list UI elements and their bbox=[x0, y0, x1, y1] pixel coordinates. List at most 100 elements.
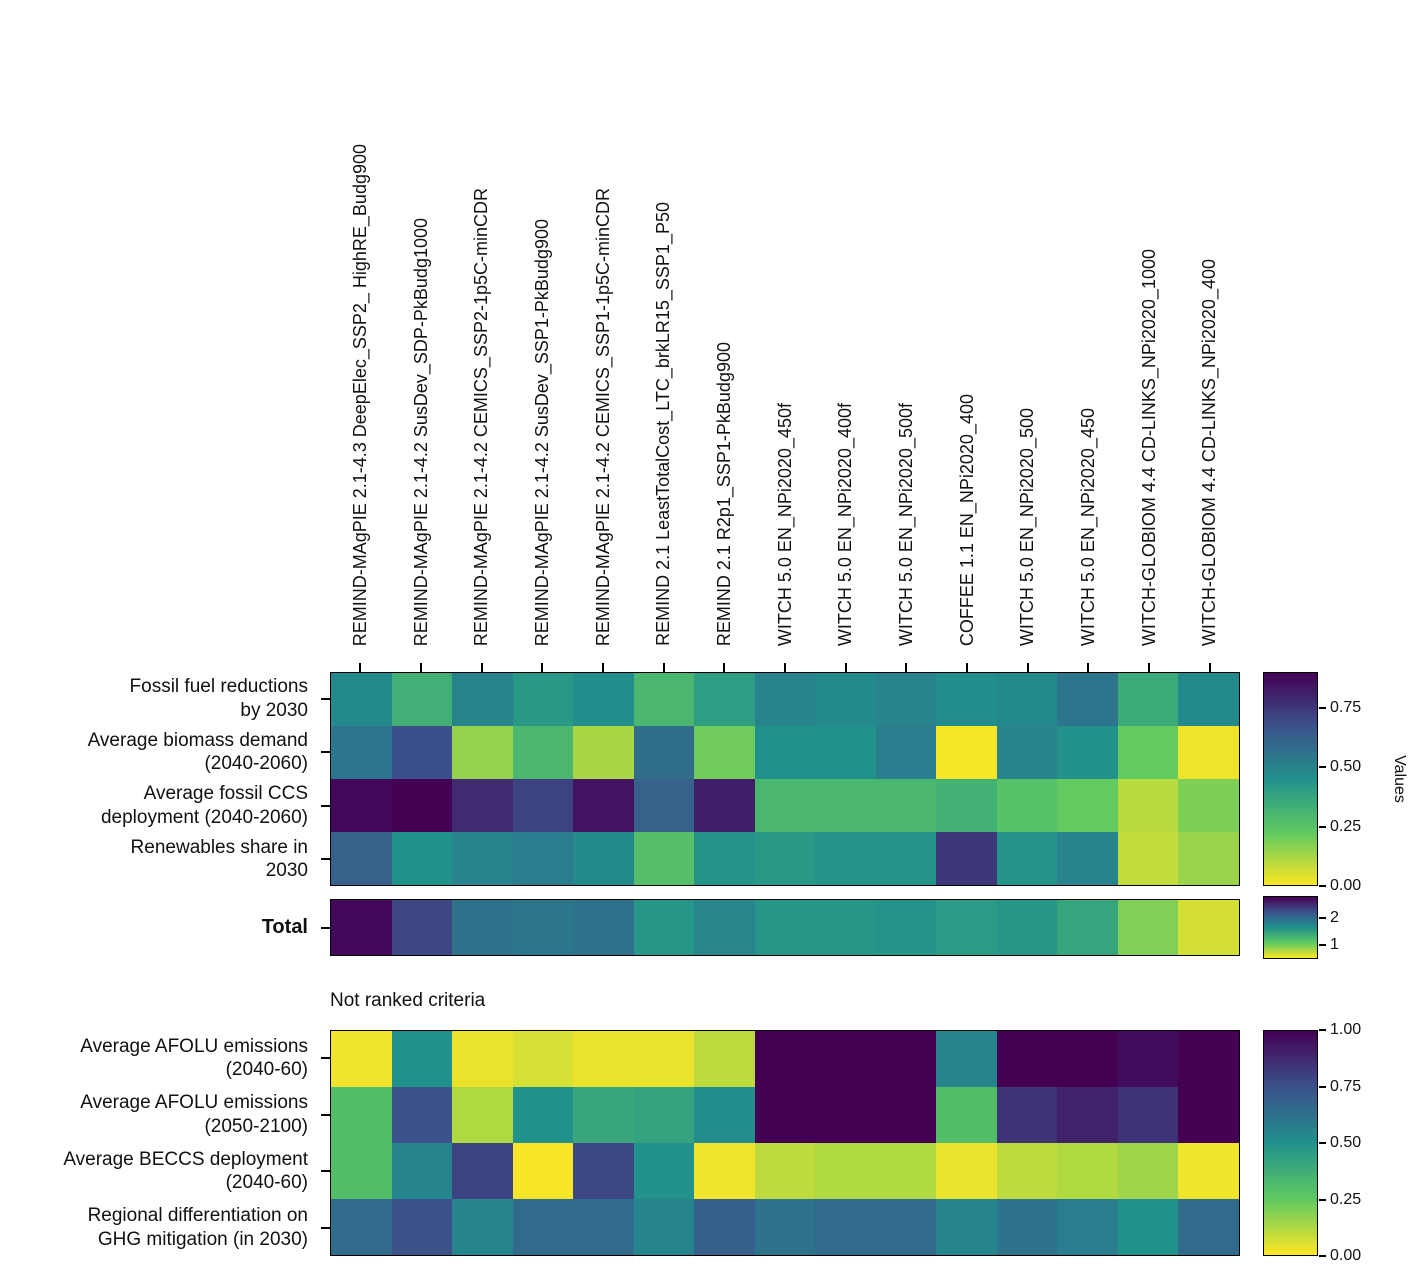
heatmap-panel-ranked bbox=[330, 672, 1240, 886]
row-tick bbox=[321, 697, 330, 700]
row-tick bbox=[321, 751, 330, 754]
heatmap-cell bbox=[694, 726, 755, 779]
heatmap-cell bbox=[815, 779, 876, 832]
heatmap-cell bbox=[633, 1031, 695, 1087]
heatmap-cell bbox=[573, 1143, 634, 1199]
column-label: REMIND 2.1 R2p1_SSP1-PkBudg900 bbox=[713, 341, 734, 646]
heatmap-panel-not_ranked bbox=[330, 1030, 1240, 1256]
colorbar-tick-label: 1 bbox=[1330, 936, 1339, 954]
heatmap-cell bbox=[875, 779, 937, 832]
heatmap-cell bbox=[875, 1031, 937, 1087]
heatmap-cell bbox=[936, 1087, 997, 1143]
heatmap-cell bbox=[1117, 832, 1179, 885]
heatmap-cell bbox=[331, 1199, 392, 1255]
heatmap-cell bbox=[1057, 900, 1118, 955]
column-label: REMIND 2.1 LeastTotalCost_LTC_brkLR15_SS… bbox=[653, 202, 674, 646]
heatmap-row bbox=[331, 900, 1239, 955]
heatmap-cell bbox=[512, 779, 574, 832]
column-slot: WITCH-GLOBIOM 4.4 CD-LINKS_NPi2020_400 bbox=[1179, 0, 1240, 660]
heatmap-cell bbox=[512, 1087, 574, 1143]
column-tick bbox=[1026, 663, 1029, 672]
heatmap-cell bbox=[815, 900, 876, 955]
heatmap-cell bbox=[1178, 1143, 1239, 1199]
heatmap-cell bbox=[512, 1199, 574, 1255]
colorbar-tick bbox=[1319, 1085, 1326, 1088]
column-slot: REMIND-MAgPIE 2.1-4.2 CEMICS_SSP2-1p5C-m… bbox=[451, 0, 512, 660]
heatmap-cell bbox=[694, 1031, 755, 1087]
heatmap-cell bbox=[936, 1031, 997, 1087]
colorbar-tick bbox=[1319, 766, 1326, 769]
row-tick bbox=[321, 1113, 330, 1116]
heatmap-cell bbox=[1057, 1031, 1118, 1087]
heatmap-cell bbox=[1057, 673, 1118, 726]
heatmap-cell bbox=[633, 673, 695, 726]
row-labels-not_ranked: Average AFOLU emissions (2040-60) Average… bbox=[0, 1030, 318, 1256]
row-tick bbox=[321, 926, 330, 929]
heatmap-cell bbox=[996, 1087, 1058, 1143]
colorbar-tick bbox=[1319, 1029, 1326, 1031]
heatmap-cell bbox=[996, 779, 1058, 832]
column-tick bbox=[480, 663, 483, 672]
column-label: REMIND-MAgPIE 2.1-4.2 CEMICS_SSP1-1p5C-m… bbox=[592, 187, 613, 646]
heatmap-cell bbox=[391, 900, 453, 955]
heatmap-cell bbox=[754, 779, 816, 832]
heatmap-cell bbox=[996, 832, 1058, 885]
heatmap-cell bbox=[573, 726, 634, 779]
heatmap-cell bbox=[391, 1199, 453, 1255]
row-tick bbox=[321, 1226, 330, 1229]
heatmap-cell bbox=[694, 1087, 755, 1143]
row-tick bbox=[321, 1170, 330, 1173]
heatmap-cell bbox=[573, 1087, 634, 1143]
heatmap-cell bbox=[754, 900, 816, 955]
colorbar-tick bbox=[1319, 1255, 1326, 1257]
colorbar-tick-label: 0.25 bbox=[1330, 1190, 1362, 1208]
heatmap-cell bbox=[452, 900, 513, 955]
heatmap-cell bbox=[1117, 1087, 1179, 1143]
heatmap-cell bbox=[1178, 900, 1239, 955]
heatmap-cell bbox=[754, 673, 816, 726]
heatmap-cell bbox=[996, 900, 1058, 955]
heatmap-cell bbox=[875, 1087, 937, 1143]
colorbar-tick-label: 2 bbox=[1330, 908, 1339, 926]
heatmap-cell bbox=[452, 779, 513, 832]
heatmap-cell bbox=[573, 900, 634, 955]
column-slot: REMIND 2.1 R2p1_SSP1-PkBudg900 bbox=[694, 0, 755, 660]
heatmap-cell bbox=[633, 1143, 695, 1199]
colorbar-tick bbox=[1319, 706, 1326, 709]
column-slot: WITCH 5.0 EN_NPi2020_500f bbox=[876, 0, 937, 660]
heatmap-cell bbox=[936, 1199, 997, 1255]
column-label: COFFEE 1.1 EN_NPi2020_400 bbox=[956, 393, 977, 646]
column-slot: WITCH-GLOBIOM 4.4 CD-LINKS_NPi2020_1000 bbox=[1119, 0, 1180, 660]
heatmap-cell bbox=[331, 832, 392, 885]
column-tick bbox=[420, 663, 422, 672]
column-tick bbox=[1208, 663, 1211, 672]
heatmap-cell bbox=[331, 1143, 392, 1199]
heatmap-cell bbox=[1057, 1143, 1118, 1199]
column-slot: WITCH 5.0 EN_NPi2020_450 bbox=[1058, 0, 1119, 660]
colorbar-tick bbox=[1319, 1142, 1326, 1144]
column-label: WITCH 5.0 EN_NPi2020_500f bbox=[895, 402, 916, 646]
heatmap-cell bbox=[815, 832, 876, 885]
heatmap-cell bbox=[452, 1199, 513, 1255]
heatmap-cell bbox=[815, 1031, 876, 1087]
heatmap-cell bbox=[694, 673, 755, 726]
heatmap-cell bbox=[996, 1031, 1058, 1087]
heatmap-cell bbox=[875, 1199, 937, 1255]
column-label: WITCH-GLOBIOM 4.4 CD-LINKS_NPi2020_400 bbox=[1199, 258, 1220, 646]
heatmap-cell bbox=[573, 832, 634, 885]
heatmap-row bbox=[331, 673, 1239, 726]
column-slot: WITCH 5.0 EN_NPi2020_400f bbox=[815, 0, 876, 660]
heatmap-cell bbox=[815, 1087, 876, 1143]
heatmap-cell bbox=[1178, 1087, 1239, 1143]
colorbar-tick-label: 0.25 bbox=[1330, 817, 1362, 835]
heatmap-cell bbox=[573, 779, 634, 832]
heatmap-cell bbox=[694, 1199, 755, 1255]
heatmap-cell bbox=[452, 1143, 513, 1199]
colorbar-not_ranked bbox=[1263, 1030, 1318, 1256]
row-tick bbox=[321, 1057, 330, 1060]
heatmap-cell bbox=[452, 832, 513, 885]
column-tick bbox=[662, 663, 665, 672]
heatmap-cell bbox=[452, 673, 513, 726]
heatmap-cell bbox=[1178, 832, 1239, 885]
